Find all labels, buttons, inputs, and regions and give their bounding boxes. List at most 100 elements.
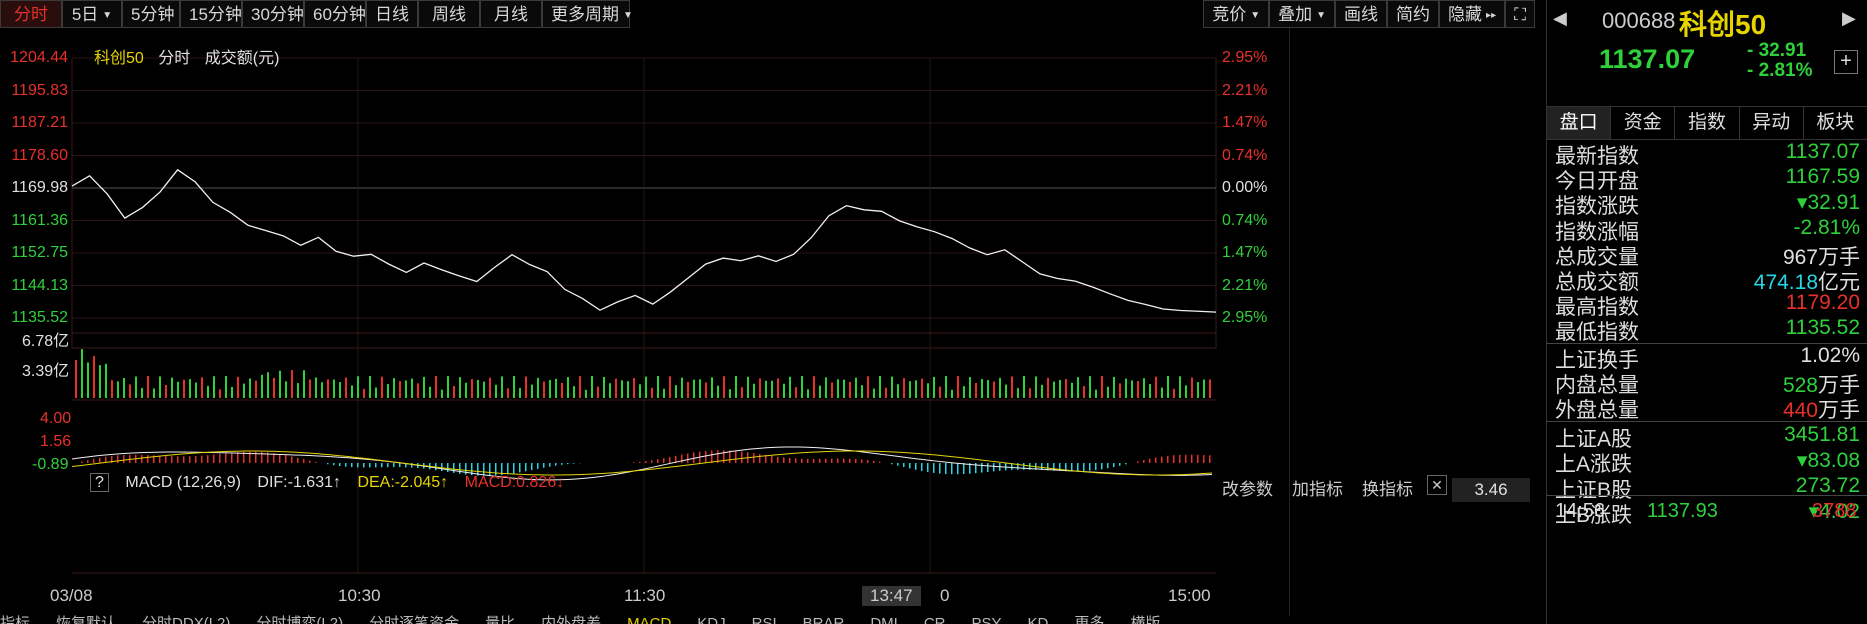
period-tab-3[interactable]: 15分钟 xyxy=(180,0,242,28)
add-watch-icon[interactable]: + xyxy=(1834,50,1858,74)
volume-bar xyxy=(1161,387,1163,398)
indicator-tab[interactable]: BRAR xyxy=(802,615,845,624)
indicator-tab[interactable]: RSI xyxy=(751,615,777,624)
period-tab-2[interactable]: 5分钟 xyxy=(122,0,180,28)
macd-histogram-bar xyxy=(705,450,707,463)
volume-bar xyxy=(1209,379,1211,398)
macd-help-button[interactable]: ? xyxy=(90,473,109,492)
fullscreen-icon[interactable]: ⛶ xyxy=(1505,0,1535,28)
price-axis-label: 1161.36 xyxy=(11,211,68,229)
indicator-tab[interactable]: PSY xyxy=(971,615,1002,624)
macd-adjust-params-button[interactable]: 改参数 xyxy=(1222,480,1273,499)
close-icon[interactable]: ✕ xyxy=(1427,475,1447,495)
volume-bar xyxy=(141,387,143,398)
volume-bar xyxy=(1065,379,1067,398)
volume-bar xyxy=(285,381,287,398)
indicator-tab[interactable]: 指标 xyxy=(0,615,31,624)
indicator-tab[interactable]: KD xyxy=(1027,615,1049,624)
intraday-chart[interactable] xyxy=(0,28,1290,616)
indicator-tab[interactable]: KDJ xyxy=(697,615,726,624)
volume-bar xyxy=(1071,382,1073,398)
price-axis-label: 1169.98 xyxy=(11,179,68,196)
period-tab-4[interactable]: 30分钟 xyxy=(242,0,304,28)
indicator-tab[interactable]: MACD xyxy=(627,615,672,624)
volume-bar xyxy=(543,381,545,398)
volume-bar xyxy=(195,382,197,398)
macd-axis-label: 4.00 xyxy=(40,410,72,427)
volume-bar xyxy=(399,381,401,398)
quote-row: 最高指数 1179.20 xyxy=(1555,291,1860,321)
period-tab-0[interactable]: 分时 xyxy=(0,0,62,28)
quote-tab-0[interactable]: 盘口 xyxy=(1547,107,1612,139)
volume-bar xyxy=(177,381,179,398)
macd-histogram-bar xyxy=(873,460,875,463)
macd-histogram-bar xyxy=(1077,463,1079,472)
quote-tab-4[interactable]: 板块 xyxy=(1804,107,1867,139)
period-tab-8[interactable]: 月线 xyxy=(480,0,542,28)
volume-bar xyxy=(339,382,341,398)
time-axis-label: 15:00 xyxy=(1168,586,1211,605)
volume-bar xyxy=(345,377,347,398)
volume-bar xyxy=(1095,389,1097,398)
period-tab-1[interactable]: 5日 ▼ xyxy=(62,0,122,28)
volume-bar xyxy=(99,365,101,398)
volume-bar xyxy=(321,382,323,398)
macd-histogram-bar xyxy=(213,454,215,463)
volume-bar xyxy=(861,385,863,398)
quote-tab-2[interactable]: 指数 xyxy=(1675,107,1740,139)
pct-axis-label: 2.21% xyxy=(1222,81,1268,99)
macd-histogram-bar xyxy=(651,460,653,463)
macd-histogram-bar xyxy=(387,463,389,468)
indicator-tab[interactable]: 量比 xyxy=(485,615,516,624)
macd-histogram-bar xyxy=(1017,463,1019,470)
indicator-tab[interactable]: 分时博弈(L2) xyxy=(256,615,344,624)
indicator-tab[interactable]: 分时DDX(L2) xyxy=(142,615,231,624)
indicator-tab[interactable]: 分时逐笔资金 xyxy=(369,615,460,624)
volume-bar xyxy=(1041,384,1043,398)
indicator-tab[interactable]: 横版 xyxy=(1130,615,1161,624)
volume-bar xyxy=(909,381,911,398)
macd-histogram-bar xyxy=(897,463,899,466)
indicator-tab[interactable]: CR xyxy=(923,615,946,624)
quote-row-label: 最高指数 xyxy=(1555,296,1639,320)
volume-bar xyxy=(903,378,905,398)
volume-bar xyxy=(849,381,851,398)
toolbar-right-2[interactable]: 画线 xyxy=(1335,0,1388,28)
indicator-tab[interactable]: 更多 xyxy=(1074,615,1105,624)
indicator-tab[interactable]: 内外盘差 xyxy=(541,615,602,624)
price-change-pct: - 2.81% xyxy=(1747,60,1813,81)
volume-bar xyxy=(1137,381,1139,398)
period-tab-6[interactable]: 日线 xyxy=(366,0,418,28)
quote-row: 总成交量 967万手 xyxy=(1555,241,1860,271)
volume-bar xyxy=(123,377,125,398)
quote-row-value: ▾83.08 xyxy=(1796,449,1860,473)
macd-histogram-bar xyxy=(567,463,569,465)
macd-histogram-bar xyxy=(237,452,239,463)
indicator-tab[interactable]: 恢复默认 xyxy=(56,615,117,624)
quote-row-value: ▾4.02 xyxy=(1808,499,1860,523)
quote-tab-1[interactable]: 资金 xyxy=(1611,107,1676,139)
toolbar-right-0[interactable]: 竞价 ▼ xyxy=(1203,0,1270,28)
macd-histogram-bar xyxy=(735,450,737,463)
toolbar-right-1[interactable]: 叠加 ▼ xyxy=(1269,0,1336,28)
toolbar-right-3[interactable]: 简约 xyxy=(1387,0,1440,28)
macd-params-label: MACD (12,26,9) xyxy=(125,474,241,491)
indicator-tab[interactable]: DMI xyxy=(870,615,898,624)
macd-cursor-value: 3.46 xyxy=(1452,478,1530,502)
volume-bar xyxy=(159,376,161,398)
toolbar-right-4[interactable]: 隐藏 ▸▸ xyxy=(1439,0,1506,28)
period-tab-9[interactable]: 更多周期 ▼ xyxy=(542,0,633,28)
period-tab-7[interactable]: 周线 xyxy=(418,0,480,28)
macd-switch-indicator-button[interactable]: 换指标 xyxy=(1362,480,1413,499)
volume-bar xyxy=(1179,376,1181,398)
volume-bar xyxy=(225,376,227,398)
macd-histogram-bar xyxy=(831,458,833,463)
macd-add-indicator-button[interactable]: 加指标 xyxy=(1292,480,1343,499)
quote-tab-3[interactable]: 异动 xyxy=(1740,107,1804,139)
macd-histogram-bar xyxy=(261,452,263,463)
volume-bar xyxy=(897,384,899,398)
volume-bar xyxy=(1107,386,1109,398)
next-arrow-icon[interactable]: ▶ xyxy=(1842,8,1856,28)
period-tab-5[interactable]: 60分钟 xyxy=(304,0,366,28)
prev-arrow-icon[interactable]: ◀ xyxy=(1553,8,1567,28)
